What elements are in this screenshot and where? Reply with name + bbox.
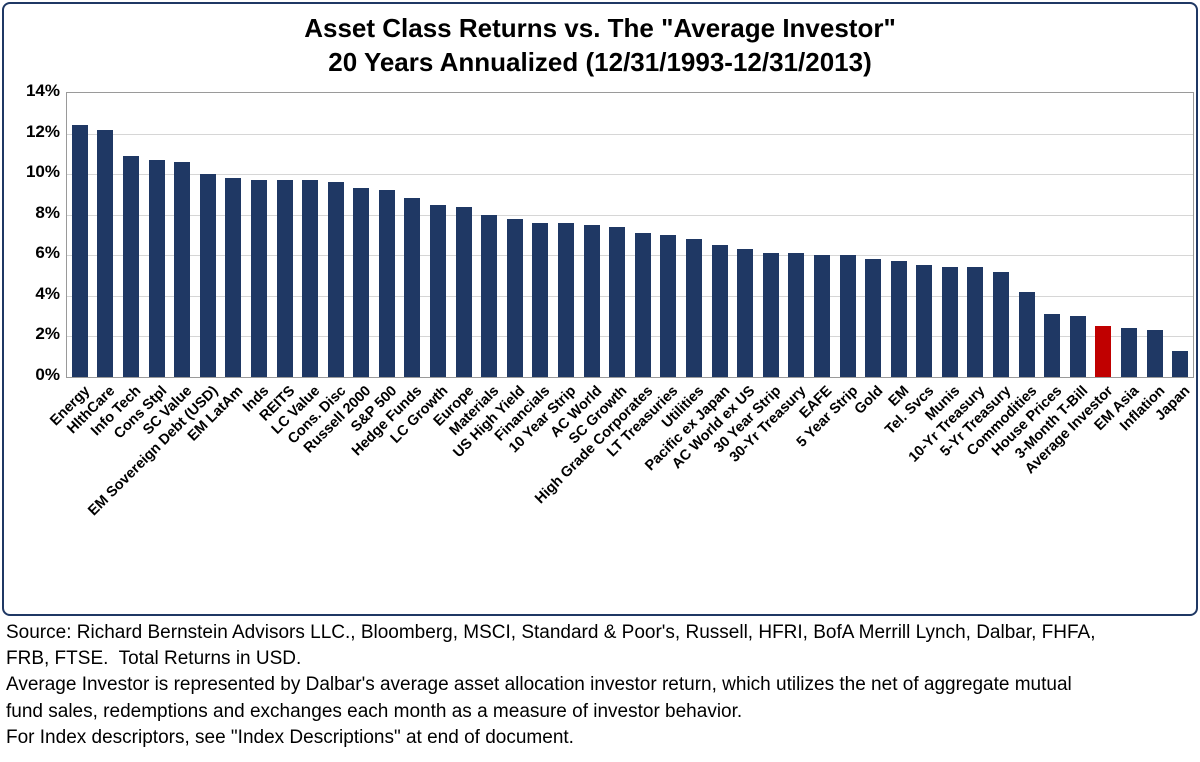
y-axis-tick-label: 14% — [25, 81, 60, 100]
footer-line: For Index descriptors, see "Index Descri… — [6, 726, 574, 748]
bar — [737, 249, 753, 377]
bar — [763, 253, 779, 377]
bar — [942, 267, 958, 377]
bar — [430, 205, 446, 377]
bar — [353, 188, 369, 377]
plot-area — [66, 92, 1194, 378]
bar — [916, 265, 932, 377]
bar — [507, 219, 523, 377]
bar — [251, 180, 267, 377]
bar — [404, 198, 420, 377]
bar — [1121, 328, 1137, 377]
chart-title-line2: 20 Years Annualized (12/31/1993-12/31/20… — [328, 46, 872, 77]
footer-line: fund sales, redemptions and exchanges ea… — [6, 700, 743, 722]
bar — [865, 259, 881, 377]
bar — [302, 180, 318, 377]
bar — [1019, 292, 1035, 377]
bar — [967, 267, 983, 377]
bar — [584, 225, 600, 377]
y-axis-tick-label: 10% — [25, 162, 60, 181]
bar — [532, 223, 548, 377]
bar — [635, 233, 651, 377]
bar — [225, 178, 241, 377]
bar — [277, 180, 293, 377]
chart-title: Asset Class Returns vs. The "Average Inv… — [4, 12, 1196, 80]
bar — [1070, 316, 1086, 377]
bar — [97, 130, 113, 377]
bar — [712, 245, 728, 377]
bar — [609, 227, 625, 377]
bar — [328, 182, 344, 377]
bar — [840, 255, 856, 377]
gridline — [67, 134, 1193, 135]
bar-average-investor — [1095, 326, 1111, 377]
bar — [123, 156, 139, 377]
bar — [814, 255, 830, 377]
y-axis-tick-label: 6% — [35, 243, 60, 262]
bar — [481, 215, 497, 377]
y-axis-tick-label: 0% — [35, 365, 60, 384]
bar — [379, 190, 395, 377]
gridline — [67, 174, 1193, 175]
bar — [72, 125, 88, 377]
bar — [993, 272, 1009, 377]
bar — [788, 253, 804, 377]
footer-line: Average Investor is represented by Dalba… — [6, 674, 1072, 696]
bar — [1147, 330, 1163, 377]
y-axis-tick-label: 2% — [35, 324, 60, 343]
gridline — [67, 336, 1193, 337]
y-axis-tick-label: 8% — [35, 203, 60, 222]
bar — [1044, 314, 1060, 377]
gridline — [67, 296, 1193, 297]
bar — [174, 162, 190, 377]
chart-panel: Asset Class Returns vs. The "Average Inv… — [2, 2, 1198, 616]
bar — [891, 261, 907, 377]
bar — [200, 174, 216, 377]
x-axis: Energy HlthCare Info Tech Cons Stpl SC Value… — [47, 378, 1193, 608]
bar — [558, 223, 574, 377]
y-axis-tick-label: 12% — [25, 122, 60, 141]
footer-line: FRB, FTSE. Total Returns in USD. — [6, 648, 302, 670]
gridline — [67, 215, 1193, 216]
bar — [456, 207, 472, 377]
bar — [149, 160, 165, 377]
y-axis-tick-label: 4% — [35, 284, 60, 303]
source-footnote: Source: Richard Bernstein Advisors LLC.,… — [6, 620, 1194, 751]
bar — [660, 235, 676, 377]
gridline — [67, 255, 1193, 256]
footer-line: Source: Richard Bernstein Advisors LLC.,… — [6, 622, 1096, 643]
bar — [686, 239, 702, 377]
chart-title-line1: Asset Class Returns vs. The "Average Inv… — [304, 13, 896, 43]
bar — [1172, 351, 1188, 377]
